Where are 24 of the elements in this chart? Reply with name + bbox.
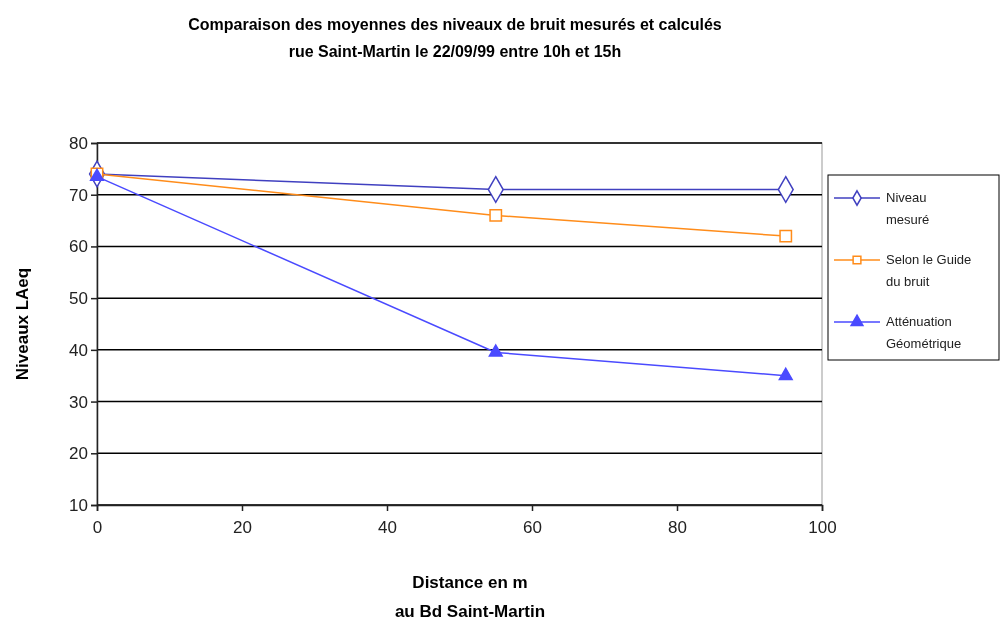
x-tick-label: 60 (523, 517, 542, 537)
y-tick-label: 40 (69, 340, 88, 360)
x-tick-label: 40 (378, 517, 397, 537)
x-tick-label: 20 (233, 517, 252, 537)
x-axis-title: Distance en m au Bd Saint-Martin (394, 573, 546, 621)
y-tick-label: 30 (69, 392, 88, 412)
point (488, 344, 503, 357)
y-tick-label: 60 (69, 237, 88, 257)
legend-label: Atténuation Géométrique (886, 314, 962, 351)
x-tick-label: 0 (92, 517, 103, 537)
legend-label: Selon le Guide du bruit (886, 252, 972, 289)
y-tick-label: 50 (69, 289, 88, 309)
point (779, 229, 793, 243)
y-tick-label: 70 (69, 185, 88, 205)
legend-label: Niveau mesuré (886, 190, 930, 227)
point (489, 208, 503, 222)
chart-title: Comparaison des moyennes des niveaux de bruit mesurés et calculés rue Saint-Martin le 22/09/99 entre 10h et 15h (188, 16, 722, 60)
y-axis-title: Niveaux LAeq (13, 267, 32, 381)
x-tick-label: 100 (808, 517, 837, 537)
y-tick-label: 80 (69, 133, 88, 153)
x-tick-label: 80 (668, 517, 687, 537)
y-tick-label: 20 (69, 444, 88, 464)
point (778, 367, 793, 381)
y-tick-label: 10 (69, 495, 88, 515)
